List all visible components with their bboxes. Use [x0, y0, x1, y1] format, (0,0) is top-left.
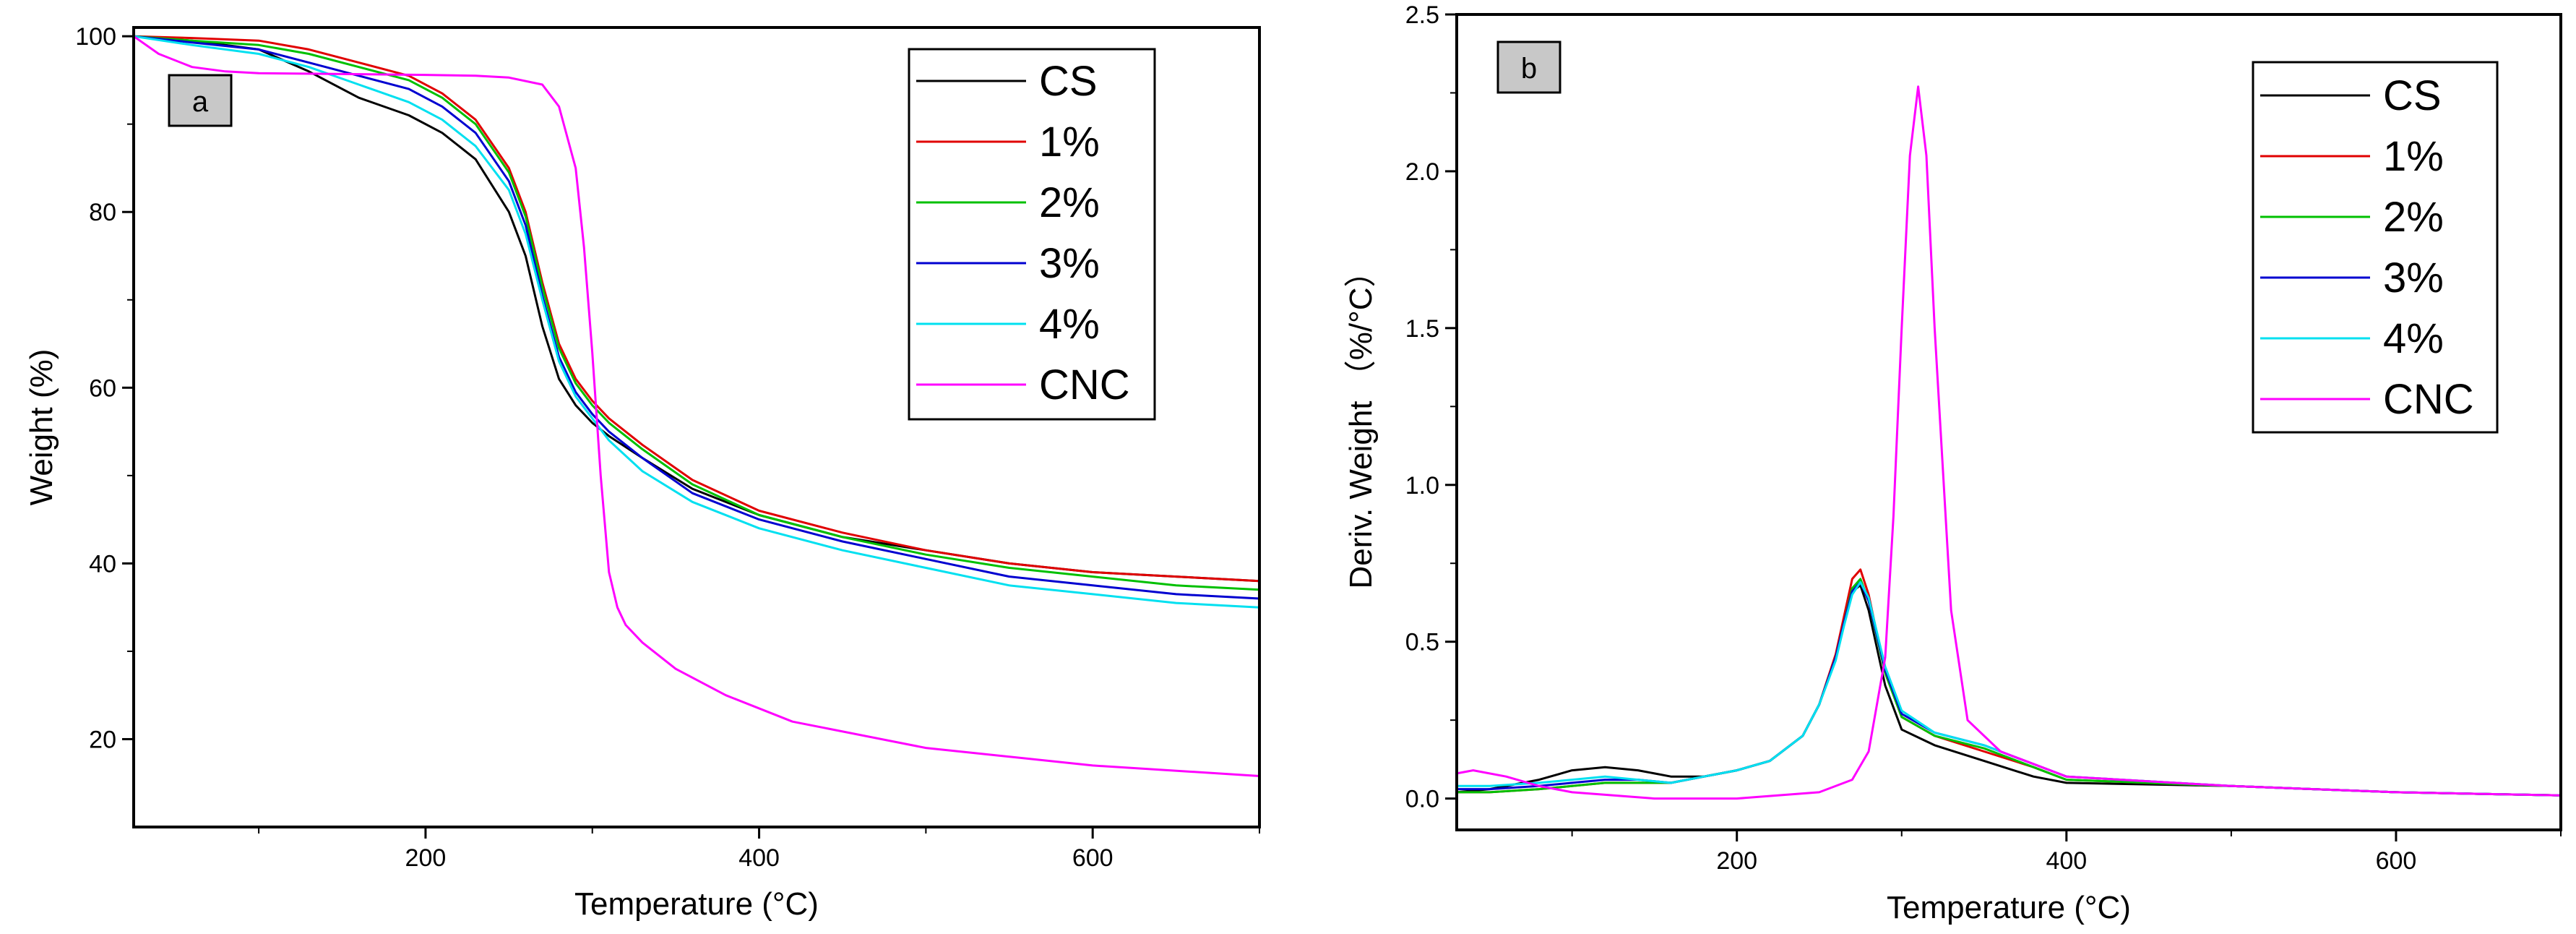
panel-b-y-tick-label: 0.0 — [1405, 786, 1439, 813]
panel-b-y-tick-label: 2.5 — [1405, 1, 1439, 29]
panel-a-label-box — [168, 74, 233, 127]
panel-b-legend-label-cnc: CNC — [2383, 376, 2474, 423]
panel-b-y-axis-label: Deriv. Weight （%/°C） — [1343, 256, 1379, 589]
panel-b-series-3pct — [1457, 580, 2562, 797]
panel-a-legend-label-cs: CS — [1039, 58, 1098, 105]
panel-b-legend-label-cs: CS — [2383, 72, 2442, 119]
panel-a-y-tick-label: 60 — [89, 374, 116, 402]
panel-b-series-cnc — [1456, 85, 2562, 800]
panel-a-legend-label-cnc: CNC — [1039, 361, 1130, 408]
panel-b-y-tick-label: 1.5 — [1405, 315, 1439, 343]
panel-b-legend-label-3pct: 3% — [2383, 254, 2444, 301]
panel-a-legend-box — [908, 48, 1156, 421]
panel-a-legend-label-4pct: 4% — [1039, 301, 1100, 348]
panel-a-x-tick-label: 400 — [738, 844, 780, 872]
panel-b-legend-box — [2252, 61, 2499, 434]
panel-b-series-cs — [1456, 584, 2562, 797]
panel-a-series-cnc — [133, 35, 1260, 777]
panel-b-y-tick-label: 0.5 — [1405, 629, 1439, 656]
panel-b-series-4pct — [1457, 580, 2562, 797]
panel-b-x-axis-label: Temperature (°C) — [1887, 890, 2131, 925]
panel-b-x-tick-label: 400 — [2046, 847, 2087, 875]
panel-a-x-tick-label: 200 — [405, 844, 447, 872]
panel-b-y-tick-label: 2.0 — [1405, 158, 1439, 186]
panel-a-y-axis-label: Weight (%) — [24, 349, 59, 506]
panel-b-legend-label-2pct: 2% — [2383, 194, 2444, 241]
panel-a-series-1pct — [133, 35, 1260, 583]
panel-b-legend-label-1pct: 1% — [2383, 133, 2444, 180]
panel-b-x-tick-label: 200 — [1716, 847, 1757, 875]
panel-b-series-1pct — [1457, 568, 2562, 797]
panel-a-legend-label-3pct: 3% — [1039, 240, 1100, 287]
panel-a-y-tick-label: 80 — [89, 199, 116, 226]
panel-a-series-2pct — [133, 35, 1260, 591]
panel-b-x-tick-label: 600 — [2376, 847, 2417, 875]
panel-b-label: b — [1521, 53, 1537, 85]
panel-a-x-axis-label: Temperature (°C) — [574, 886, 819, 922]
panel-a-legend-label-1pct: 1% — [1039, 119, 1100, 166]
panel-a-chart: 200 400 600 20 40 60 80 100 Weight (%) Temperat… — [24, 23, 1261, 922]
panel-b-legend-label-4pct: 4% — [2383, 315, 2444, 362]
panel-a-y-tick-label: 100 — [75, 23, 116, 51]
panel-a-plot-frame — [132, 26, 1261, 828]
panel-a-x-tick-label: 600 — [1072, 844, 1113, 872]
panel-a-y-tick-label: 20 — [89, 726, 116, 753]
panel-a-label: a — [192, 86, 209, 118]
panel-a-series-4pct — [133, 35, 1260, 609]
panel-b-chart: 200 400 600 0.0 0.5 1.0 1.5 2.0 2.5 Deriv. Weigh… — [1343, 1, 2562, 925]
panel-a-y-tick-label: 40 — [89, 550, 116, 578]
panel-b-plot-frame — [1455, 13, 2562, 831]
panel-b-y-tick-label: 1.0 — [1405, 472, 1439, 500]
panel-b-label-box — [1496, 40, 1561, 94]
panel-a-legend-label-2pct: 2% — [1039, 179, 1100, 226]
panel-b-series-2pct — [1457, 578, 2562, 797]
